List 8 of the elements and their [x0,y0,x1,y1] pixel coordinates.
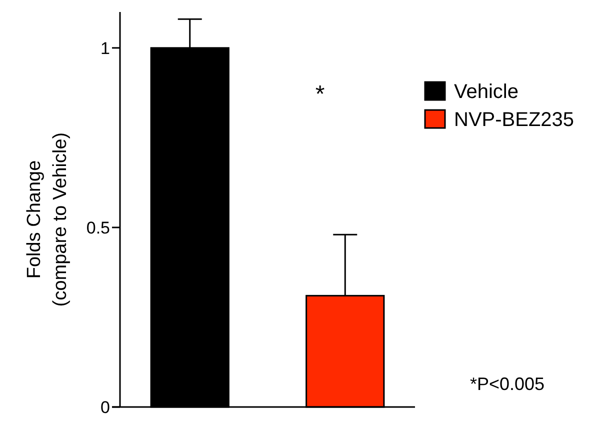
y-tick-label: 0 [100,398,110,417]
text: *P<0.005 [470,374,545,394]
annotation: * [315,81,325,108]
y-tick-label: 1 [100,38,110,58]
legend-label: Vehicle [454,81,518,103]
y-axis-title: Folds Change (compare to Vehicle) [24,132,71,307]
y-tick-label: 0.5 [86,218,110,238]
legend-label: NVP-BEZ235 [454,109,574,131]
